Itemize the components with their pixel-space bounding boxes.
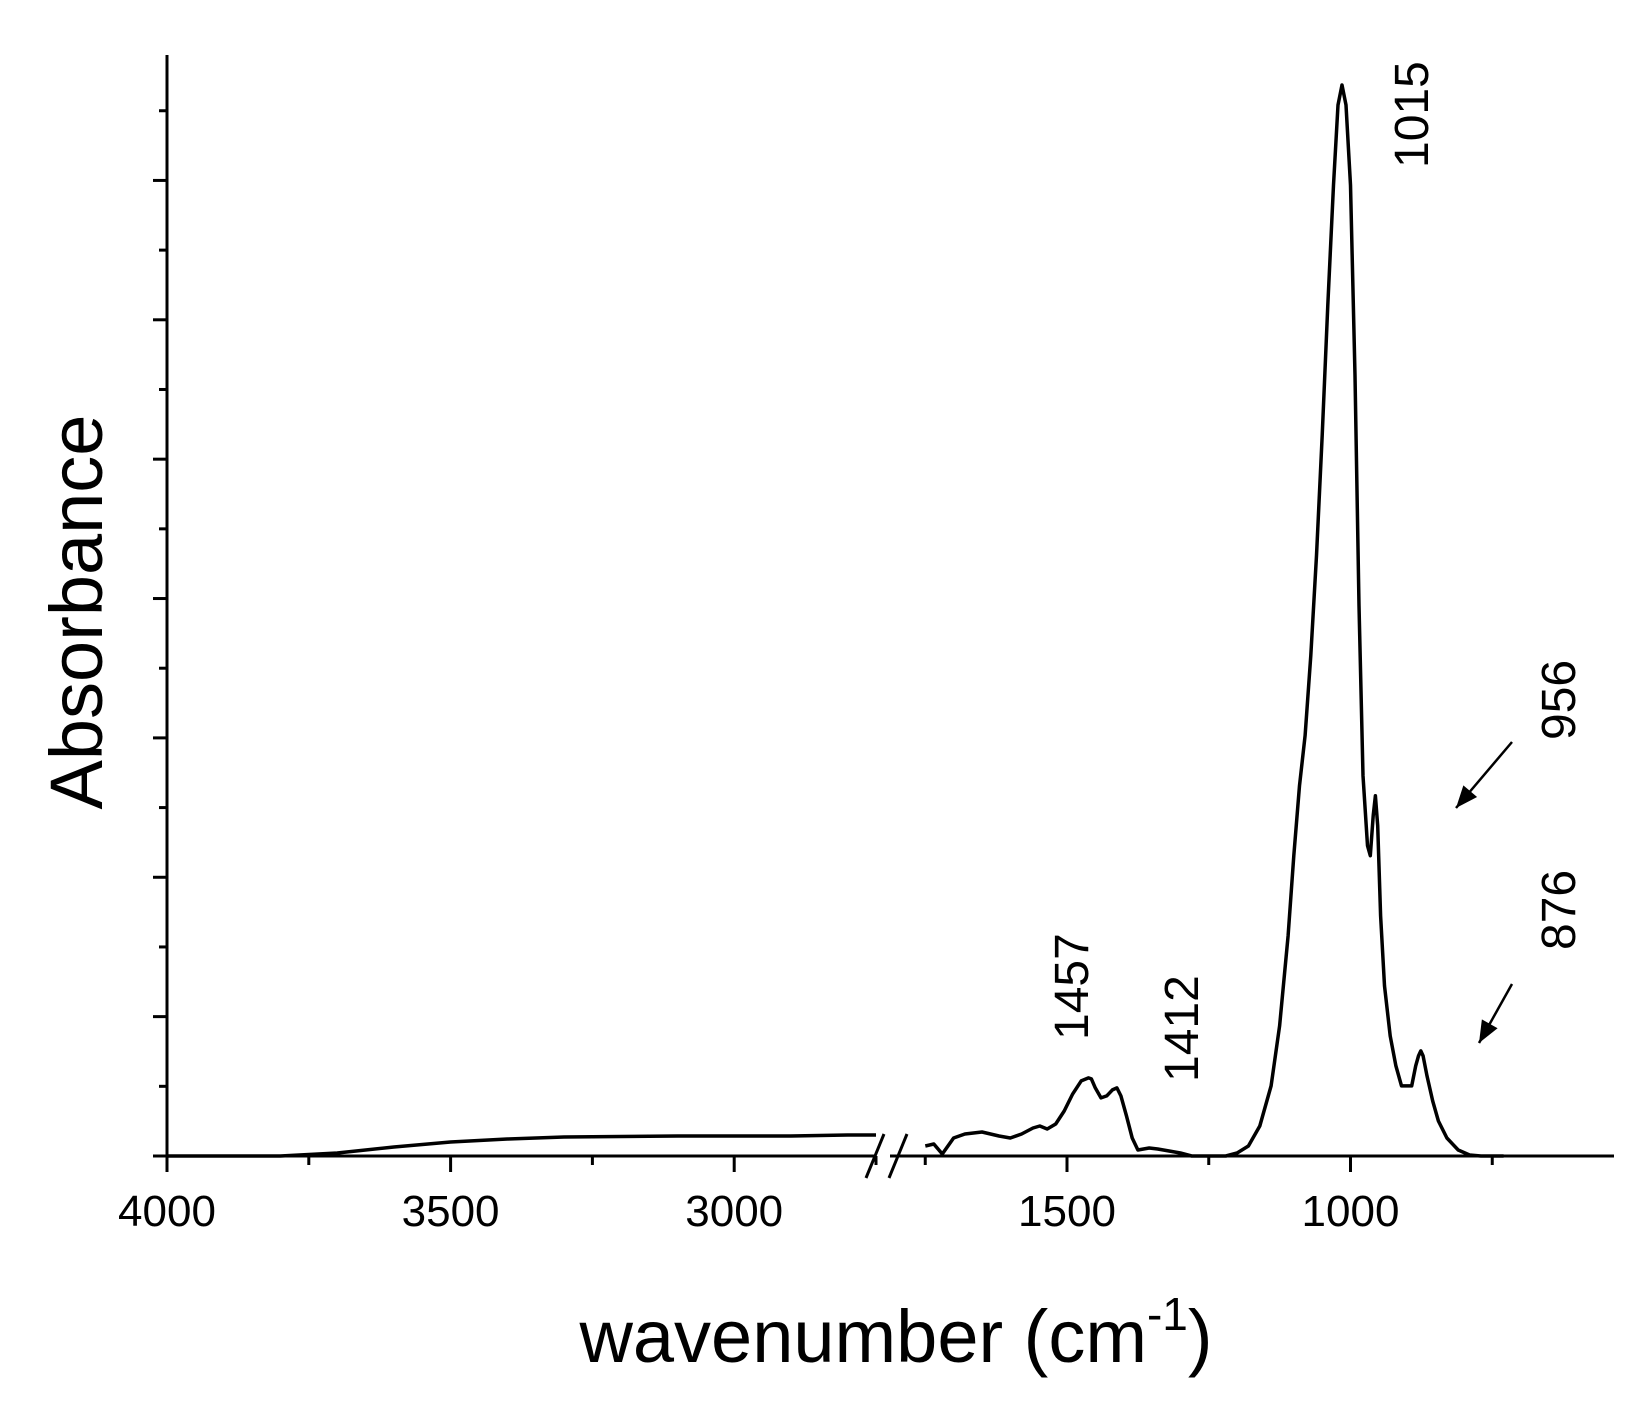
peak-arrowhead-956 <box>1456 785 1478 808</box>
x-tick-label: 4000 <box>118 1187 216 1236</box>
x-axis-title-main: wavenumber (cm <box>578 1295 1147 1378</box>
peak-arrowhead-876 <box>1479 1019 1498 1043</box>
x-tick-label: 3000 <box>685 1187 783 1236</box>
axis-break-slash-1 <box>864 1133 886 1179</box>
spectrum-line-segment-2 <box>924 83 1504 1158</box>
peak-label-956: 956 <box>1533 660 1586 740</box>
y-axis-title: Absorbance <box>35 415 118 810</box>
axes <box>165 55 1614 1158</box>
x-ticks: 4000 3500 3000 1500 1000 <box>118 1156 1494 1236</box>
y-ticks <box>153 109 167 1158</box>
peak-label-1457: 1457 <box>1046 933 1099 1040</box>
peak-label-1015: 1015 <box>1386 61 1439 168</box>
axis-break-mark <box>864 1133 909 1179</box>
peak-label-876: 876 <box>1533 870 1586 950</box>
x-axis-title-close: ) <box>1188 1295 1213 1378</box>
x-tick-label: 3500 <box>402 1187 500 1236</box>
spectrum-line-segment-1 <box>167 1133 876 1158</box>
x-tick-label: 1500 <box>1018 1187 1116 1236</box>
peak-label-1412: 1412 <box>1156 975 1209 1082</box>
x-axis-title: wavenumber (cm-1) <box>578 1288 1212 1378</box>
x-tick-label: 1000 <box>1302 1187 1400 1236</box>
axis-break-slash-2 <box>887 1133 909 1179</box>
peak-annotations: 1015 956 876 1457 1412 <box>1046 61 1586 1082</box>
spectrum-series <box>167 83 1504 1158</box>
x-axis-title-superscript: -1 <box>1147 1288 1188 1340</box>
